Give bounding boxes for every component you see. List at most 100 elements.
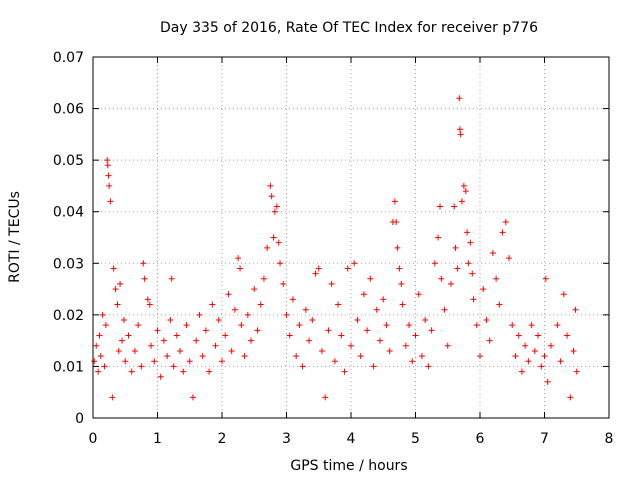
data-point [460,182,467,189]
data-point [237,265,244,272]
data-point [341,368,348,375]
data-point [538,363,545,370]
data-point [104,162,111,169]
data-point [435,234,442,241]
data-point [399,301,406,308]
data-point [542,275,549,282]
data-point [360,291,367,298]
data-point [107,198,114,205]
data-point [120,317,127,324]
data-point [496,301,503,308]
data-point [480,286,487,293]
data-point [177,347,184,354]
data-point [286,332,293,339]
data-point [260,275,267,282]
y-tick-label: 0.06 [53,102,84,118]
data-point [469,270,476,277]
data-point [325,327,332,334]
data-point [183,322,190,329]
data-point [470,296,477,303]
data-point [196,311,203,318]
data-point [119,337,126,344]
data-point [467,239,474,246]
data-point [257,301,264,308]
data-point [380,296,387,303]
data-point [264,244,271,251]
data-point [267,182,274,189]
data-point [209,301,216,308]
y-tick-label: 0.05 [53,153,84,169]
data-point [541,353,548,360]
data-point [312,270,319,277]
data-point [422,317,429,324]
data-point [160,337,167,344]
data-point [493,275,500,282]
data-point [180,368,187,375]
data-point [168,275,175,282]
x-axis-label: GPS time / hours [290,458,407,474]
data-point [102,322,109,329]
data-point [231,306,238,313]
data-point [357,353,364,360]
data-point [572,306,579,313]
x-tick-label: 0 [89,431,98,447]
data-point [428,327,435,334]
x-tick-label: 8 [605,431,614,447]
data-point [228,347,235,354]
data-point [157,373,164,380]
data-point [396,265,403,272]
data-point [296,322,303,329]
data-point [309,317,316,324]
data-point [391,198,398,205]
data-point [557,358,564,365]
data-point [270,234,277,241]
x-axis-ticks: 0 1 2 3 4 5 6 7 8 [89,57,614,447]
data-point [206,368,213,375]
data-point [93,342,100,349]
y-axis-label: ROTI / TECUs [7,191,23,283]
grid [93,57,609,418]
data-point [477,353,483,360]
data-point [97,353,104,360]
data-point [148,342,155,349]
data-point [535,332,542,339]
data-point [110,265,117,272]
data-point [306,337,313,344]
data-point [275,239,282,246]
data-point [447,280,454,287]
data-point [283,311,290,318]
data-point [402,342,409,349]
data-point [131,347,138,354]
data-point [506,255,513,262]
data-point [173,332,180,339]
data-point [398,280,405,287]
chart-title: Day 335 of 2016, Rate Of TEC Index for r… [160,20,538,36]
data-point [458,198,465,205]
data-point [322,394,329,401]
data-point [170,363,177,370]
data-point [525,358,532,365]
data-point [254,327,261,334]
data-point [473,322,480,329]
data-point [547,342,554,349]
data-point [299,363,306,370]
data-point [348,342,354,349]
data-point [273,203,280,210]
data-point [570,347,577,354]
data-point [406,322,413,329]
data-point [271,208,278,215]
data-point [122,358,129,365]
data-point [112,286,119,293]
data-point [564,332,571,339]
data-point [222,332,229,339]
data-point [99,311,106,318]
data-point [367,275,374,282]
data-point [425,363,432,370]
data-point [531,347,538,354]
data-points [91,95,580,401]
data-point [567,394,574,401]
data-point [351,260,358,267]
data-point [280,280,287,287]
data-point [251,286,258,293]
